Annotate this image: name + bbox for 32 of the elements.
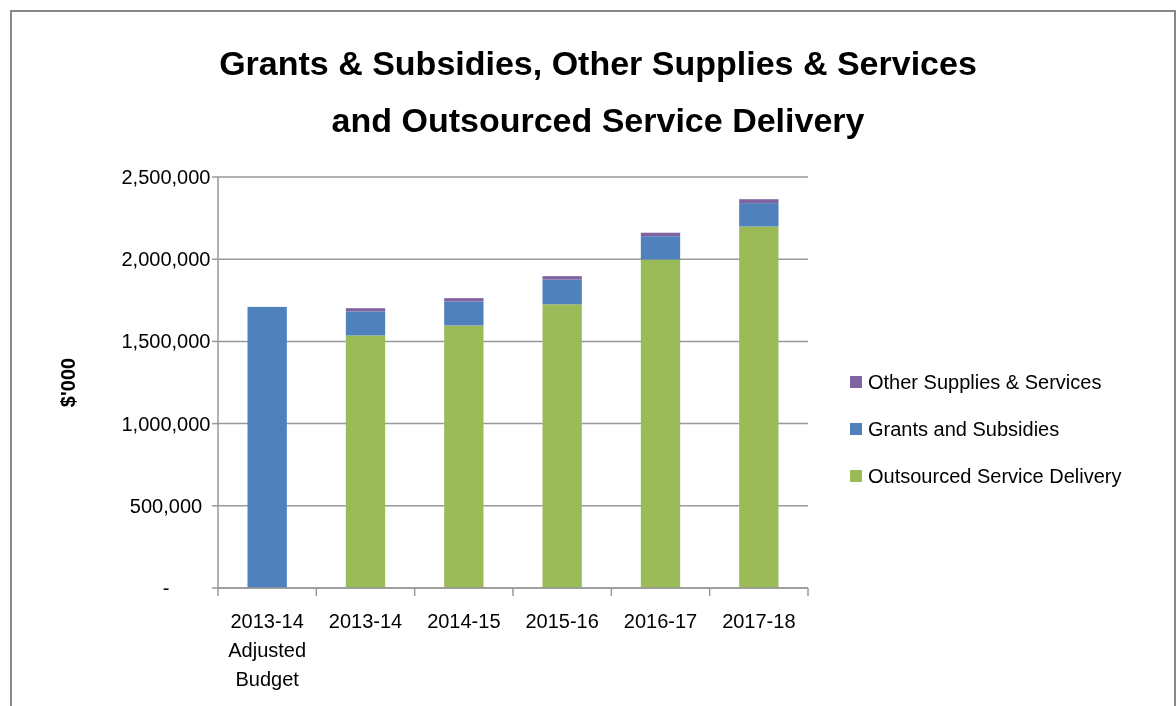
bar (739, 199, 779, 204)
bar (345, 335, 386, 588)
bar (444, 301, 484, 326)
bar (345, 311, 386, 336)
bar (345, 308, 386, 312)
legend-label: Other Supplies & Services (868, 371, 1102, 393)
bar (444, 325, 484, 588)
bar (739, 203, 779, 227)
bar (640, 259, 681, 588)
legend-label: Outsourced Service Delivery (868, 465, 1122, 487)
x-tick-label: 2013-14 Adjusted Budget (228, 610, 307, 690)
y-tick-label: 1,500,000 (121, 330, 211, 353)
bar (542, 276, 582, 280)
bar (542, 279, 582, 305)
x-tick-label: 2017-18 (722, 610, 796, 632)
x-tick-label: 2016-17 (623, 610, 698, 632)
bar (739, 226, 779, 588)
x-tick-label: 2015-16 (525, 610, 599, 632)
y-tick-label: 1,000,000 (121, 412, 211, 435)
y-tick-label: 500,000 (129, 494, 203, 517)
y-axis-title: $'000 (57, 357, 79, 408)
y-tick-label: 2,500,000 (121, 166, 211, 188)
x-tick-label: 2014-15 (427, 610, 501, 632)
legend-label: Grants and Subsidies (868, 418, 1060, 440)
bar (247, 306, 287, 588)
x-tick-label: 2013-14 (328, 610, 403, 632)
y-tick-label: - (162, 577, 170, 599)
bar (444, 298, 484, 302)
y-tick-label: 2,000,000 (121, 248, 211, 271)
chart-title: Grants & Subsidies, Other Supplies & Services and Outsourced Service Delivery (219, 44, 977, 139)
bar (542, 304, 582, 588)
bar (640, 236, 681, 260)
